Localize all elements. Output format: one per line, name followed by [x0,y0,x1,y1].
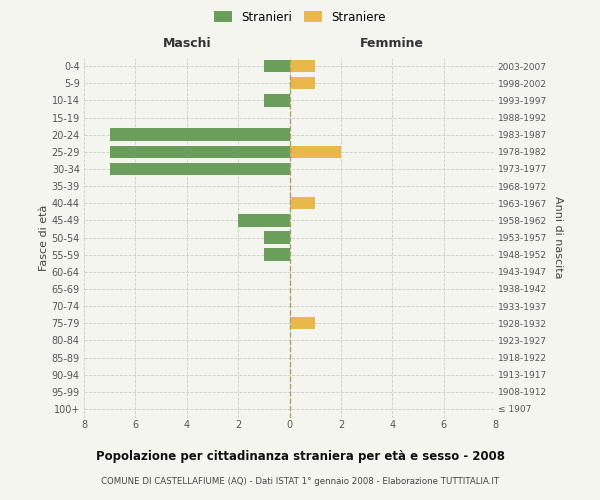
Text: COMUNE DI CASTELLAFIUME (AQ) - Dati ISTAT 1° gennaio 2008 - Elaborazione TUTTITA: COMUNE DI CASTELLAFIUME (AQ) - Dati ISTA… [101,478,499,486]
Bar [238,214,290,226]
Bar [290,197,315,209]
Bar [290,317,315,330]
Text: Popolazione per cittadinanza straniera per età e sesso - 2008: Popolazione per cittadinanza straniera p… [95,450,505,463]
Bar [264,232,290,243]
Y-axis label: Anni di nascita: Anni di nascita [553,196,563,279]
Bar [264,60,290,72]
Bar [290,77,315,90]
Bar [110,146,290,158]
Y-axis label: Fasce di età: Fasce di età [38,204,49,270]
Legend: Stranieri, Straniere: Stranieri, Straniere [209,6,391,28]
Bar [110,163,290,175]
Text: Femmine: Femmine [360,38,424,51]
Bar [290,146,341,158]
Text: Maschi: Maschi [163,38,211,51]
Bar [264,94,290,106]
Bar [264,248,290,261]
Bar [290,60,315,72]
Bar [110,128,290,141]
